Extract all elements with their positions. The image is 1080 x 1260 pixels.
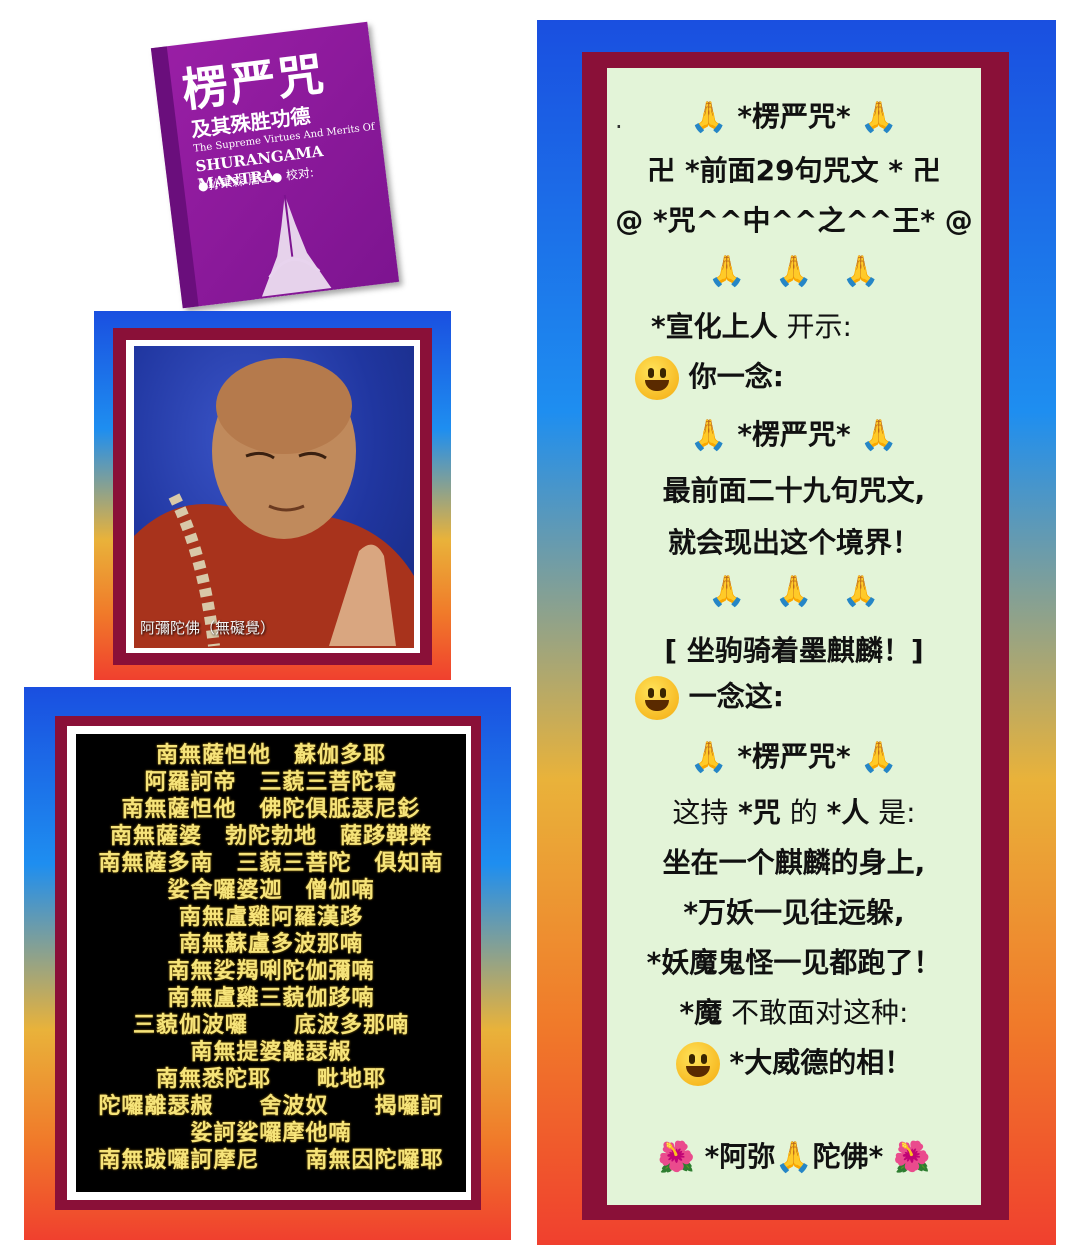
praying-hands-icon: 🙏 [842, 254, 880, 289]
mantra-line: 娑訶娑囉摩他喃 [190, 1121, 352, 1146]
mantra-line: 南無提婆離瑟赧 [190, 1040, 352, 1065]
mo-text-thin: 不敢面对这种: [722, 996, 909, 1029]
amitabha-text-b: 陀佛* [812, 1140, 884, 1173]
holder-text-e: 是: [869, 796, 916, 829]
praying-hands-row: 🙏 🙏 🙏 [607, 252, 981, 291]
master-heading: *宣化上人 开示: [651, 308, 1025, 346]
holder-text-b: *咒 [728, 796, 781, 829]
monk-figure [134, 358, 414, 648]
hibiscus-icon: 🌺 [893, 1140, 931, 1175]
mantra-line: 南無薩多南 三藐三菩陀 俱知南 [98, 851, 444, 876]
panel-title-text: *楞严咒* [737, 100, 851, 133]
mantra-line: 南無薩怛他 蘇伽多耶 [155, 743, 386, 768]
ni-yi-nian-line: 你一念: [635, 356, 1009, 400]
amitabha-text-a: *阿弥 [704, 1140, 776, 1173]
smiley-icon [635, 356, 679, 400]
praying-hands-icon: 🙏 [775, 574, 813, 609]
praying-hands-icon: 🙏 [860, 418, 898, 453]
monk-photo: 阿彌陀佛（無礙覺） [134, 346, 414, 648]
praying-hands-icon: 🙏 [775, 1140, 813, 1175]
mantra-text-box: 南無薩怛他 蘇伽多耶 阿羅訶帝 三藐三菩陀寫 南無薩怛他 佛陀俱胝瑟尼釤 南無薩… [76, 734, 466, 1192]
mantra-line: 陀囉離瑟赧 舍波奴 揭囉訶 [98, 1094, 444, 1119]
line-king-of-mantras: @ *咒^^中^^之^^王* @ [615, 204, 973, 237]
praying-hands-icon: 🙏 [708, 574, 746, 609]
praying-hands-icon: 🙏 [708, 254, 746, 289]
smiley-icon [675, 1042, 720, 1086]
book-cover: 楞严咒 及其殊胜功德 The Supreme Virtues And Merit… [150, 21, 400, 309]
amitabha-line: 🌺 *阿弥🙏陀佛* 🌺 [607, 1138, 981, 1177]
panel-title-3-text: *楞严咒* [737, 740, 851, 773]
monsters-flee-line: *万妖一见往远躲, [683, 896, 905, 929]
mantra-line: 南無跋囉訶摩尼 南無因陀囉耶 [98, 1148, 444, 1173]
mantra-line: 三藐伽波囉 底波多那喃 [132, 1013, 409, 1038]
holder-text-c: 的 [780, 796, 827, 829]
front-29-line-b: 就会现出这个境界！ [667, 526, 920, 559]
panel-title-3: 🙏 *楞严咒* 🙏 [607, 738, 981, 777]
praying-hands-icon: 🙏 [842, 574, 880, 609]
mantra-line: 南無蘇盧多波那喃 [178, 932, 363, 957]
holder-line: 这持 *咒 的 *人 是: [607, 794, 981, 832]
mantra-line: 南無薩婆 勃陀勃地 薩跢鞞弊 [109, 824, 432, 849]
master-name: *宣化上人 [651, 310, 778, 343]
holder-text-a: 这持 [672, 796, 729, 829]
master-label: 开示: [777, 310, 852, 343]
bracket-line: [ 坐驹骑着墨麒麟！] [664, 634, 924, 667]
teaching-panel: . 🙏 *楞严咒* 🙏 卍 *前面29句咒文 * 卍 @ *咒^^中^^之^^王… [607, 68, 981, 1205]
mantra-line: 南無薩怛他 佛陀俱胝瑟尼釤 [121, 797, 421, 822]
mo-text-bold: *魔 [679, 996, 723, 1029]
panel-title-2-text: *楞严咒* [737, 418, 851, 451]
mantra-line: 南無盧雞三藐伽跢喃 [167, 986, 375, 1011]
mo-line: *魔 不敢面对这种: [607, 994, 981, 1032]
praying-hands-row-2: 🙏 🙏 🙏 [607, 572, 981, 611]
praying-hands-icon [261, 194, 332, 297]
praying-hands-icon: 🙏 [690, 418, 728, 453]
mantra-line: 南無悉陀耶 毗地耶 [155, 1067, 386, 1092]
line-29-verses: 卍 *前面29句咒文 * 卍 [647, 154, 941, 187]
yi-nian-zhe-line: 一念这: [635, 676, 1009, 720]
virtue-line: *大威德的相！ [607, 1042, 981, 1086]
hibiscus-icon: 🌺 [657, 1140, 695, 1175]
smiley-icon [635, 676, 679, 720]
praying-hands-icon: 🙏 [690, 100, 728, 135]
praying-hands-icon: 🙏 [860, 100, 898, 135]
praying-hands-icon: 🙏 [775, 254, 813, 289]
praying-hands-icon: 🙏 [860, 740, 898, 775]
lead-dot: . [615, 106, 623, 134]
front-29-line-a: 最前面二十九句咒文, [662, 474, 926, 507]
yi-nian-zhe-text: 一念这: [688, 680, 784, 713]
mantra-line: 南無娑羯唎陀伽彌喃 [167, 959, 375, 984]
panel-title-2: 🙏 *楞严咒* 🙏 [607, 416, 981, 455]
praying-hands-icon: 🙏 [690, 740, 728, 775]
ni-yi-nian-text: 你一念: [688, 360, 784, 393]
sit-qilin-line: 坐在一个麒麟的身上, [662, 846, 926, 879]
holder-text-d: *人 [826, 796, 870, 829]
mantra-line: 阿羅訶帝 三藐三菩陀寫 [144, 770, 398, 795]
mantra-line: 娑舍囉婆迦 僧伽喃 [167, 878, 375, 903]
panel-title: 🙏 *楞严咒* 🙏 [607, 98, 981, 137]
mantra-line: 南無盧雞阿羅漢跢 [178, 905, 363, 930]
demons-run-line: *妖魔鬼怪一见都跑了！ [646, 946, 942, 979]
virtue-text: *大威德的相！ [729, 1046, 913, 1079]
photo-caption: 阿彌陀佛（無礙覺） [140, 619, 276, 637]
